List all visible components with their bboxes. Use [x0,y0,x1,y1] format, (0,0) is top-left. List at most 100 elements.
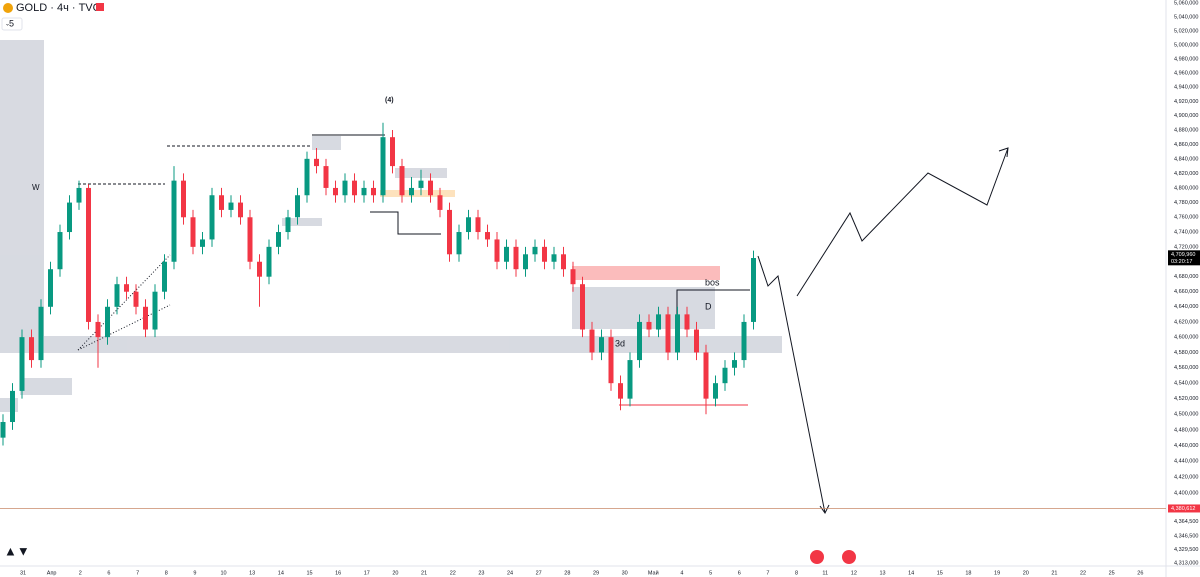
y-tick-label: 4,480,000 [1174,427,1198,433]
x-tick-label: 24 [507,570,513,576]
x-tick-label: 19 [994,570,1000,576]
candle-body [475,217,481,233]
annotation: (4) [385,97,394,104]
candle-body [437,195,443,210]
price-badge [1168,250,1200,266]
candle-body [314,158,319,167]
annotation: 3d [615,338,625,348]
candle-body [200,239,205,247]
y-tick-label: 4,400,000 [1174,490,1198,496]
y-tick-label: 4,329,500 [1174,547,1198,553]
event-icon[interactable] [810,550,824,564]
x-tick-label: 20 [392,570,398,576]
x-tick-label: 10 [220,570,226,576]
x-tick-label: 18 [965,570,971,576]
y-tick-label: 4,780,000 [1174,200,1198,206]
candle-body [219,195,224,210]
y-tick-label: 4,740,000 [1174,229,1198,235]
candle-body [266,246,272,277]
candle-body [190,217,196,247]
candle-body [86,187,91,322]
y-tick-label: 4,420,000 [1174,475,1198,481]
annotation: D [705,301,712,311]
y-tick-label: 4,960,000 [1174,70,1198,76]
candle-body [57,232,63,270]
y-tick-label: 4,364,500 [1174,519,1198,525]
y-tick-label: 4,980,000 [1174,56,1198,62]
x-tick-label: 9 [193,570,196,576]
y-tick-label: 4,346,500 [1174,533,1198,539]
y-tick-label: 4,680,000 [1174,274,1198,280]
candle-body [466,217,471,233]
candle-body [485,232,490,240]
candle-body [181,180,186,218]
y-tick-label: 4,800,000 [1174,185,1198,191]
candle-body [665,314,671,353]
drawings [77,134,1009,514]
candle-body [333,187,338,196]
x-tick-label: 13 [879,570,885,576]
candle-body [741,321,747,361]
candle-body [513,246,519,270]
x-tick-label: 14 [908,570,914,576]
x-tick-label: 20 [1023,570,1029,576]
x-tick-label: Май [648,569,659,576]
y-tick-label: 4,313,000 [1174,560,1198,566]
candle-body [124,284,129,292]
y-tick-label: 5,020,000 [1174,28,1198,34]
flag-icon[interactable] [96,3,104,11]
x-tick-label: 25 [1109,570,1115,576]
candle-body [162,261,167,292]
x-tick-label: 22 [450,570,456,576]
candle-body [361,187,367,196]
candle-body [713,383,718,399]
price-label: 4,709,960 [1171,252,1195,258]
candle-body [542,246,547,262]
candle-body [152,291,158,330]
candle-body [627,360,633,399]
price-label: 4,380,612 [1171,506,1195,512]
y-tick-label: 4,540,000 [1174,381,1198,387]
tv-logo[interactable]: ▲▼ [4,543,30,558]
candle-body [105,306,110,338]
symbol-icon [3,3,13,13]
y-tick-label: 4,620,000 [1174,319,1198,325]
fvg-zone [380,190,455,197]
x-tick-label: 27 [536,570,542,576]
candle-body [646,321,652,330]
supply-zone [572,266,720,280]
candle-body [504,246,509,262]
x-tick-label: 21 [421,570,427,576]
x-tick-label: 31 [20,570,26,576]
x-tick-label: 2 [79,570,82,576]
x-tick-label: 29 [593,570,599,576]
candle-body [732,360,737,368]
x-tick-label: 5 [709,570,712,576]
y-tick-label: 4,900,000 [1174,113,1198,119]
event-icon[interactable] [842,550,856,564]
y-tick-label: 4,460,000 [1174,443,1198,449]
x-tick-label: 22 [1080,570,1086,576]
candle-body [228,202,234,210]
candle-body [10,390,15,422]
candle-body [371,187,376,196]
candle-body [29,337,34,361]
candle-body [67,202,72,233]
candle-body [694,329,699,353]
y-tick-label: 4,600,000 [1174,335,1198,341]
zones [0,40,782,412]
candle-body [409,187,414,196]
interval: 5 [9,18,14,28]
x-tick-label: 17 [364,570,370,576]
y-tick-label: 4,580,000 [1174,350,1198,356]
candle-body [304,158,310,196]
candle-body [637,321,642,361]
candle-body [589,329,595,353]
candle-body [523,254,528,270]
y-tick-label: 5,060,000 [1174,0,1198,6]
x-tick-label: 21 [1051,570,1057,576]
countdown: 03:20:17 [1171,259,1192,265]
interval-button[interactable] [1,17,23,31]
y-tick-label: 5,040,000 [1174,14,1198,20]
